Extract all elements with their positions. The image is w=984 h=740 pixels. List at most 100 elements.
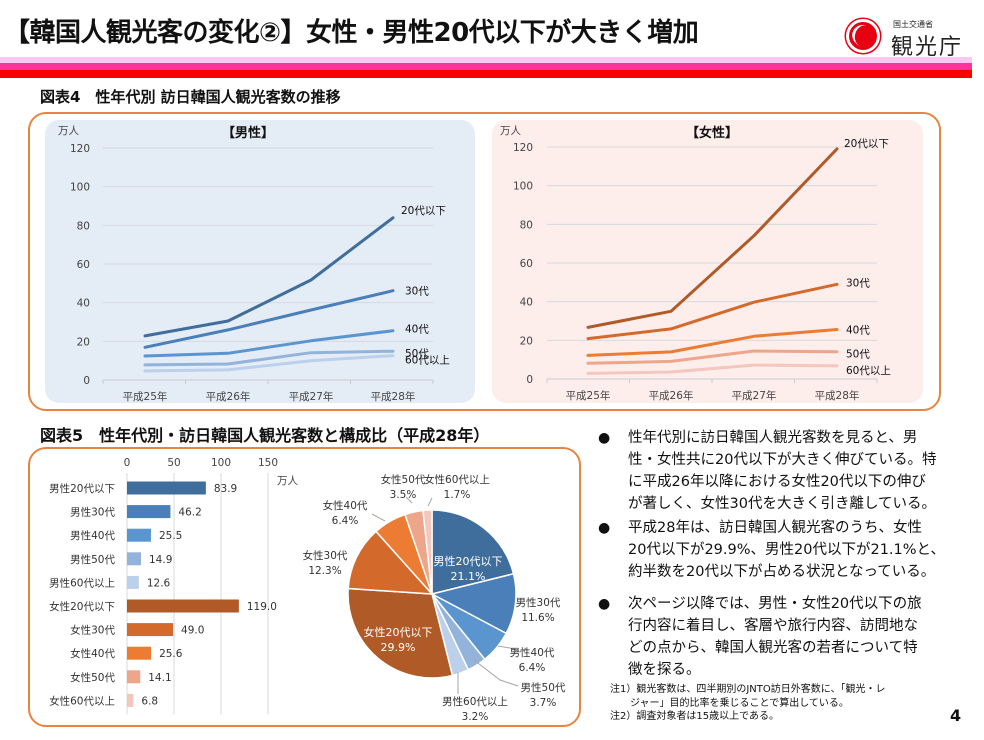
bullet-line: どの点から、韓国人観光客の若者について特 (628, 640, 918, 656)
bar-value-label: 14.9 (149, 554, 172, 566)
bar-category-label: 女性60代以上 (49, 694, 115, 707)
female-series-label: 60代以上 (846, 365, 891, 377)
male-series-label: 50代 (405, 348, 429, 360)
female-y-tick-label: 80 (520, 219, 533, 231)
bullet-text: 性年代別に訪日韓国人観光客数を見ると、男 性・女性共に20代以下が大きく伸びてい… (628, 427, 978, 515)
female-y-tick-label: 120 (513, 142, 533, 154)
pie-slice (347, 587, 454, 679)
bar-value-label: 119.0 (247, 601, 277, 613)
bar-value-label: 46.2 (178, 507, 201, 519)
pie-slice-name-label: 女性60代以上 (424, 473, 490, 486)
pie-leader-line (497, 645, 521, 653)
male-y-tick-label: 0 (83, 375, 90, 387)
bullet-line: 徴を探る。 (628, 662, 701, 678)
bar-value-label: 14.1 (148, 672, 171, 684)
pie-leader-line (473, 659, 519, 687)
bullet-dot-icon: ● (598, 596, 611, 612)
bar (127, 575, 139, 589)
footnote: ジャー」目的比率を乗じることで算出している。 (610, 697, 849, 709)
logo-ministry-text: 国土交通省 (893, 20, 933, 29)
female-series-line-4 (586, 363, 839, 375)
bar-value-label: 25.5 (159, 530, 182, 542)
pie-slice-pct-label: 1.7% (444, 489, 471, 501)
female-x-tick-label: 平成25年 (566, 389, 611, 402)
female-y-unit-label: 万人 (500, 125, 521, 137)
logo-agency-text: 観光庁 (891, 35, 964, 60)
bullet-line: が著しく、女性30代を大きく引き離している。 (628, 496, 937, 512)
header-band-red (0, 70, 972, 78)
male-series-line-0 (143, 216, 395, 338)
female-x-tick-label: 平成28年 (815, 389, 860, 402)
male-series-label: 60代以上 (405, 355, 450, 367)
bullet-item: ● 平成28年は、訪日韓国人観光客のうち、女性 20代以下が29.9%、男性20… (598, 517, 978, 583)
bar (127, 623, 174, 637)
pie-slice-pct-label: 12.3% (308, 565, 341, 577)
bar-category-label: 男性50代 (70, 553, 115, 566)
female-y-tick-label: 20 (520, 335, 533, 347)
male-y-tick-label: 120 (70, 143, 90, 155)
bar-category-label: 女性20代以下 (49, 600, 115, 613)
bar-category-label: 男性60代以上 (49, 576, 115, 589)
pie-slice-pct-label: 6.4% (519, 662, 546, 674)
female-y-tick-label: 100 (513, 181, 533, 193)
female-series-label: 40代 (846, 325, 870, 337)
male-x-tick-label: 平成27年 (289, 390, 334, 403)
pie-slice (429, 572, 517, 635)
pie-slice-name-label: 男性20代以下 (434, 554, 503, 568)
male-y-tick-label: 40 (77, 298, 90, 310)
male-series-label: 40代 (405, 324, 429, 336)
bar-category-label: 女性50代 (70, 671, 115, 684)
bar-category-label: 男性40代 (70, 529, 115, 542)
male-series-line-4 (143, 354, 395, 373)
female-series-line-0 (586, 147, 839, 329)
page-title: 【韓国人観光客の変化②】女性・男性20代以下が大きく増加 (4, 18, 699, 48)
male-series-line-3 (143, 349, 395, 367)
bar-value-label: 49.0 (181, 625, 204, 637)
pie-slice-name-label: 女性30代 (303, 549, 348, 562)
bullet-item: ● 性年代別に訪日韓国人観光客数を見ると、男 性・女性共に20代以下が大きく伸び… (598, 427, 978, 515)
pie-slice-pct-label: 29.9% (381, 641, 416, 654)
bar (127, 481, 206, 495)
bullet-line: 約半数を20代以下が占める状況となっている。 (628, 564, 936, 580)
pie-leader-line (405, 496, 413, 504)
male-x-tick-label: 平成26年 (206, 390, 251, 403)
figure4-title: 図表4 性年代別 訪日韓国人観光客数の推移 (40, 88, 341, 106)
bar-value-label: 25.6 (159, 648, 183, 660)
bar-unit-label: 万人 (277, 475, 298, 487)
bar-value-label: 83.9 (214, 483, 237, 495)
bar (127, 528, 151, 542)
header-band-light-pink (0, 57, 972, 63)
pie-slice (347, 530, 434, 595)
bar-x-tick-label: 50 (167, 457, 180, 469)
bar-category-label: 男性30代 (70, 506, 115, 519)
male-y-tick-label: 20 (77, 336, 90, 348)
bullet-dot-icon: ● (598, 520, 611, 536)
bar (127, 505, 171, 519)
bullet-text: 平成28年は、訪日韓国人観光客のうち、女性 20代以下が29.9%、男性20代以… (628, 517, 978, 583)
jta-logo-icon (846, 19, 880, 53)
bullet-line: 20代以下が29.9%、男性20代以下が21.1%と、 (628, 542, 945, 558)
bar-value-label: 12.6 (147, 577, 171, 589)
bullet-line: 行内容に着目し、客層や旅行内容、訪問地な (628, 618, 918, 634)
bar (127, 552, 142, 566)
pie-slice-name-label: 男性30代 (516, 596, 561, 609)
pie-slice-name-label: 男性60代以上 (442, 695, 508, 708)
male-y-tick-label: 60 (77, 259, 90, 271)
pie-slice-pct-label: 6.4% (332, 515, 359, 527)
bar-x-tick-label: 100 (211, 457, 231, 469)
pie-leader-line (427, 497, 433, 507)
bar (127, 670, 141, 684)
bar (127, 693, 134, 707)
bullet-line: 平成28年は、訪日韓国人観光客のうち、女性 (628, 520, 922, 536)
female-x-tick-label: 平成26年 (649, 389, 694, 402)
female-series-label: 50代 (846, 349, 870, 361)
pie-slice-pct-label: 3.2% (462, 711, 489, 723)
bar-category-label: 女性40代 (70, 647, 115, 660)
female-y-tick-label: 60 (520, 258, 533, 270)
female-y-tick-label: 0 (526, 374, 533, 386)
bar-category-label: 男性20代以下 (49, 482, 115, 495)
footnote: 注1）観光客数は、四半期別のJNTO訪日外客数に、「観光・レ (610, 684, 886, 695)
male-y-tick-label: 100 (70, 182, 90, 194)
bullet-text: 次ページ以降では、男性・女性20代以下の旅 行内容に着目し、客層や旅行内容、訪問… (628, 593, 978, 681)
